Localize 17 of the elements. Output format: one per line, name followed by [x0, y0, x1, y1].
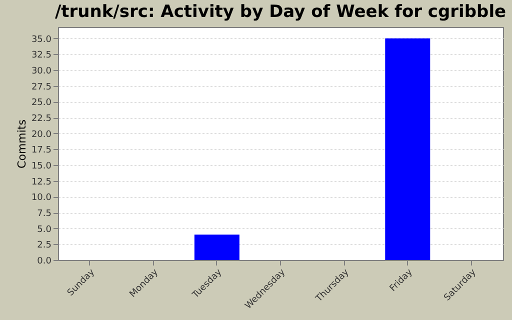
chart-title: /trunk/src: Activity by Day of Week for cgribble	[54, 2, 506, 22]
y-tick-label: 5.0	[37, 224, 52, 235]
y-axis-title: Commits	[15, 119, 28, 168]
y-tick-label: 30.0	[31, 66, 52, 77]
y-tick-label: 15.0	[31, 162, 52, 172]
y-tick-label: 32.5	[31, 50, 52, 61]
y-tick-label: 2.5	[37, 240, 52, 251]
y-tick-label: 0.0	[37, 256, 52, 266]
y-tick-label: 12.5	[31, 177, 52, 188]
y-tick-label: 35.0	[31, 34, 52, 45]
y-tick-label: 20.0	[31, 130, 52, 140]
y-tick-label: 7.5	[37, 209, 52, 220]
y-tick-label: 22.5	[31, 114, 52, 124]
y-tick-label: 27.5	[31, 82, 52, 92]
y-tick-label: 17.5	[31, 146, 52, 156]
y-tick-label: 10.0	[31, 193, 52, 204]
y-tick-label: 25.0	[31, 98, 52, 108]
